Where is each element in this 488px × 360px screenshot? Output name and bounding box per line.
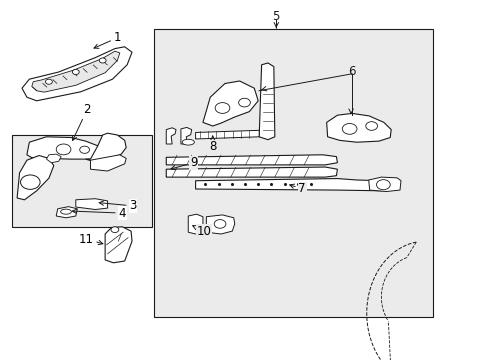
Polygon shape <box>90 155 126 171</box>
Polygon shape <box>195 130 259 139</box>
Polygon shape <box>85 133 126 162</box>
Circle shape <box>20 175 40 189</box>
Ellipse shape <box>182 139 194 145</box>
Circle shape <box>111 227 119 233</box>
Polygon shape <box>188 214 203 234</box>
Text: 7: 7 <box>289 183 305 195</box>
Text: 10: 10 <box>192 225 211 238</box>
Polygon shape <box>181 127 191 144</box>
Polygon shape <box>166 155 337 165</box>
Text: 9: 9 <box>171 156 197 170</box>
Polygon shape <box>206 215 234 234</box>
Polygon shape <box>166 167 337 177</box>
Circle shape <box>342 123 356 134</box>
Circle shape <box>56 144 71 155</box>
Circle shape <box>238 98 250 107</box>
Ellipse shape <box>61 209 71 214</box>
Text: 6: 6 <box>347 65 355 78</box>
Circle shape <box>45 79 52 84</box>
Text: 11: 11 <box>79 233 102 246</box>
Bar <box>154 29 432 317</box>
Polygon shape <box>27 137 102 159</box>
Circle shape <box>80 146 89 153</box>
Polygon shape <box>46 154 61 163</box>
Polygon shape <box>368 177 400 192</box>
Circle shape <box>376 180 389 190</box>
Text: 3: 3 <box>99 199 137 212</box>
Polygon shape <box>105 227 132 263</box>
Circle shape <box>215 103 229 113</box>
Polygon shape <box>203 81 258 126</box>
Polygon shape <box>326 113 390 142</box>
Text: 8: 8 <box>208 136 216 153</box>
Polygon shape <box>56 207 77 218</box>
Circle shape <box>365 122 377 130</box>
Polygon shape <box>32 51 120 92</box>
Circle shape <box>72 69 79 75</box>
Polygon shape <box>166 128 176 144</box>
Circle shape <box>214 220 225 228</box>
Polygon shape <box>195 179 395 191</box>
Polygon shape <box>76 199 107 210</box>
Text: 1: 1 <box>94 31 121 48</box>
Text: 4: 4 <box>72 207 126 220</box>
Text: 2: 2 <box>72 103 91 140</box>
Polygon shape <box>22 47 132 101</box>
Text: 5: 5 <box>272 10 280 23</box>
Polygon shape <box>259 63 274 140</box>
Circle shape <box>99 58 106 63</box>
Bar <box>12 135 151 227</box>
Polygon shape <box>17 156 54 200</box>
